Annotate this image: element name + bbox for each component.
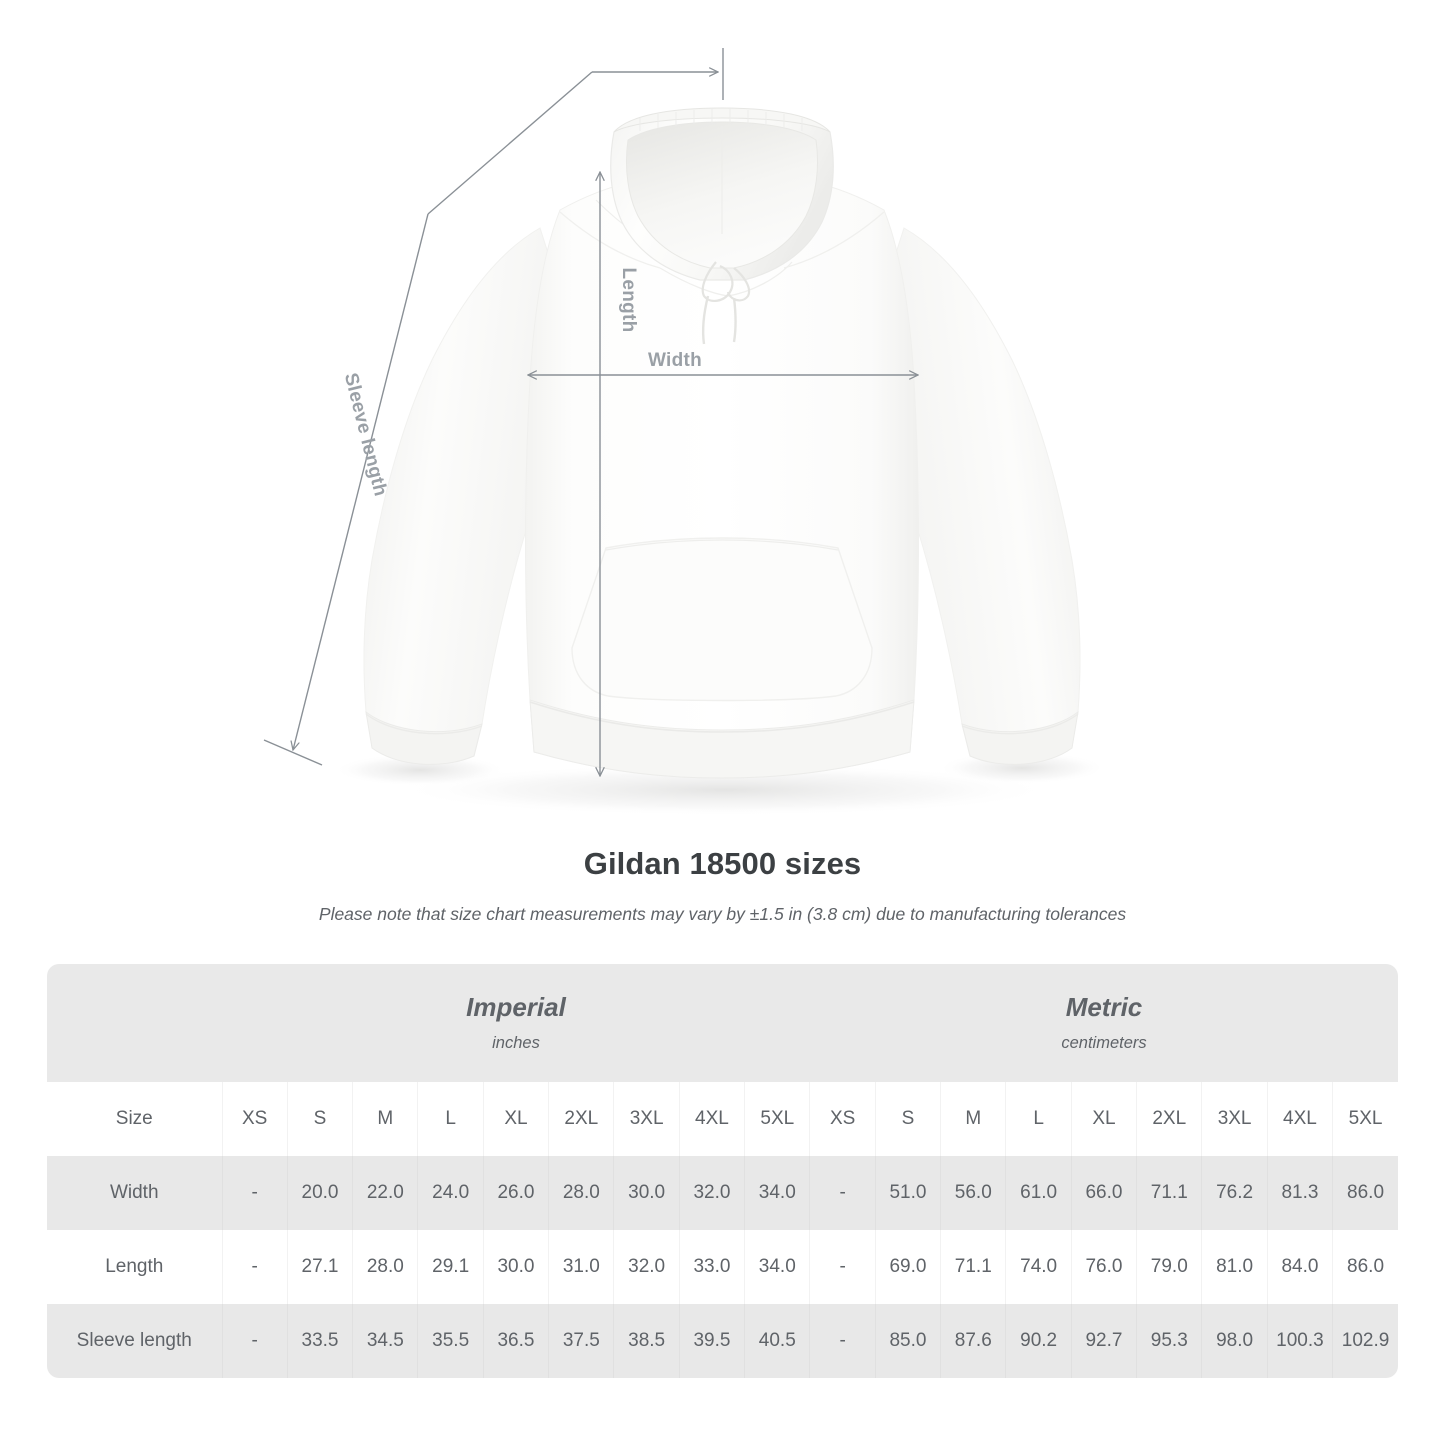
cell-length-imp-xs: - <box>221 1230 288 1304</box>
cell-width-imp-2xl: 28.0 <box>548 1156 614 1230</box>
table-row: Sleeve length - 33.5 34.5 35.5 36.5 37.5… <box>47 1304 1398 1378</box>
unit-banner-row: Imperial inches Metric centimeters <box>47 964 1398 1082</box>
hoodie-illustration: Sleeve length Length Width <box>263 48 1106 816</box>
cell-length-imp-l: 29.1 <box>417 1230 484 1304</box>
header-imp-l: L <box>417 1082 484 1156</box>
header-imp-m: M <box>352 1082 418 1156</box>
header-imp-xl: XL <box>482 1082 549 1156</box>
cell-length-met-3xl: 81.0 <box>1201 1230 1268 1304</box>
row-label-length: Length <box>47 1230 222 1304</box>
cell-length-met-l: 74.0 <box>1005 1230 1072 1304</box>
header-imp-4xl: 4XL <box>678 1082 745 1156</box>
row-label-sleeve-length: Sleeve length <box>47 1304 222 1378</box>
cell-width-imp-xs: - <box>221 1156 288 1230</box>
title-block: Gildan 18500 sizes Please note that size… <box>0 846 1445 925</box>
size-chart-table: Imperial inches Metric centimeters Size … <box>47 964 1398 1378</box>
cell-width-imp-m: 22.0 <box>352 1156 418 1230</box>
cell-sleeve-imp-3xl: 38.5 <box>613 1304 680 1378</box>
unit-imperial-cell: Imperial inches <box>222 964 810 1082</box>
cell-length-imp-4xl: 33.0 <box>678 1230 745 1304</box>
size-table-body: Size XS S M L XL 2XL 3XL 4XL 5XL XS S M … <box>47 1082 1398 1378</box>
header-met-2xl: 2XL <box>1136 1082 1202 1156</box>
header-imp-3xl: 3XL <box>613 1082 680 1156</box>
cell-width-met-m: 56.0 <box>940 1156 1006 1230</box>
header-size-label: Size <box>47 1082 222 1156</box>
cell-width-imp-3xl: 30.0 <box>613 1156 680 1230</box>
unit-banner-spacer <box>47 964 222 1082</box>
header-met-4xl: 4XL <box>1266 1082 1333 1156</box>
cell-length-imp-3xl: 32.0 <box>613 1230 680 1304</box>
cell-width-met-l: 61.0 <box>1005 1156 1072 1230</box>
cell-sleeve-met-l: 90.2 <box>1005 1304 1072 1378</box>
tolerance-note: Please note that size chart measurements… <box>318 904 1127 924</box>
cell-sleeve-imp-4xl: 39.5 <box>678 1304 745 1378</box>
cell-sleeve-imp-s: 33.5 <box>286 1304 353 1378</box>
cell-length-met-s: 69.0 <box>874 1230 941 1304</box>
cell-width-imp-4xl: 32.0 <box>678 1156 745 1230</box>
cell-width-met-2xl: 71.1 <box>1136 1156 1202 1230</box>
unit-imperial-name: Imperial <box>466 992 566 1023</box>
cell-length-imp-s: 27.1 <box>286 1230 353 1304</box>
unit-metric-name: Metric <box>1065 992 1143 1023</box>
cell-sleeve-met-2xl: 95.3 <box>1136 1304 1202 1378</box>
cell-length-met-5xl: 86.0 <box>1332 1230 1398 1304</box>
cell-sleeve-met-m: 87.6 <box>940 1304 1006 1378</box>
cell-length-imp-xl: 30.0 <box>482 1230 549 1304</box>
cell-width-met-4xl: 81.3 <box>1266 1156 1333 1230</box>
table-row: Length - 27.1 28.0 29.1 30.0 31.0 32.0 3… <box>47 1230 1398 1304</box>
cell-width-met-s: 51.0 <box>874 1156 941 1230</box>
header-met-5xl: 5XL <box>1332 1082 1398 1156</box>
size-table-wrap: Imperial inches Metric centimeters Size … <box>47 964 1398 1378</box>
cell-width-met-xl: 66.0 <box>1070 1156 1137 1230</box>
cell-length-imp-5xl: 34.0 <box>744 1230 810 1304</box>
cell-sleeve-imp-5xl: 40.5 <box>744 1304 810 1378</box>
unit-metric-cell: Metric centimeters <box>809 964 1398 1082</box>
cell-length-met-xs: - <box>809 1230 876 1304</box>
unit-imperial-sub: inches <box>492 1033 540 1052</box>
cell-length-met-2xl: 79.0 <box>1136 1230 1202 1304</box>
header-met-m: M <box>940 1082 1006 1156</box>
cell-sleeve-met-xl: 92.7 <box>1070 1304 1137 1378</box>
cell-sleeve-met-3xl: 98.0 <box>1201 1304 1268 1378</box>
unit-banner: Imperial inches Metric centimeters <box>47 964 1398 1082</box>
cell-width-met-3xl: 76.2 <box>1201 1156 1268 1230</box>
hoodie-graphic <box>334 107 1106 816</box>
cell-length-met-4xl: 84.0 <box>1266 1230 1333 1304</box>
cell-length-met-xl: 76.0 <box>1070 1230 1137 1304</box>
header-met-l: L <box>1005 1082 1072 1156</box>
header-met-3xl: 3XL <box>1201 1082 1268 1156</box>
cell-width-imp-5xl: 34.0 <box>744 1156 810 1230</box>
page-title: Gildan 18500 sizes <box>583 846 862 881</box>
header-met-xl: XL <box>1070 1082 1137 1156</box>
cell-length-imp-m: 28.0 <box>352 1230 418 1304</box>
header-imp-5xl: 5XL <box>744 1082 810 1156</box>
cell-sleeve-met-4xl: 100.3 <box>1266 1304 1333 1378</box>
header-imp-xs: XS <box>221 1082 288 1156</box>
cell-sleeve-met-5xl: 102.9 <box>1332 1304 1398 1378</box>
cell-width-imp-xl: 26.0 <box>482 1156 549 1230</box>
cell-width-met-5xl: 86.0 <box>1332 1156 1398 1230</box>
cell-sleeve-imp-l: 35.5 <box>417 1304 484 1378</box>
header-met-xs: XS <box>809 1082 876 1156</box>
unit-metric-sub: centimeters <box>1061 1033 1147 1052</box>
cell-sleeve-imp-2xl: 37.5 <box>548 1304 614 1378</box>
table-header-row: Size XS S M L XL 2XL 3XL 4XL 5XL XS S M … <box>47 1082 1398 1156</box>
header-imp-s: S <box>286 1082 353 1156</box>
cell-sleeve-met-s: 85.0 <box>874 1304 941 1378</box>
cell-width-met-xs: - <box>809 1156 876 1230</box>
cell-sleeve-imp-m: 34.5 <box>352 1304 418 1378</box>
cell-length-met-m: 71.1 <box>940 1230 1006 1304</box>
cell-width-imp-l: 24.0 <box>417 1156 484 1230</box>
header-imp-2xl: 2XL <box>548 1082 614 1156</box>
cell-length-imp-2xl: 31.0 <box>548 1230 614 1304</box>
cell-sleeve-imp-xl: 36.5 <box>482 1304 549 1378</box>
cell-width-imp-s: 20.0 <box>286 1156 353 1230</box>
row-label-width: Width <box>47 1156 222 1230</box>
table-row: Width - 20.0 22.0 24.0 26.0 28.0 30.0 32… <box>47 1156 1398 1230</box>
cell-sleeve-imp-xs: - <box>221 1304 288 1378</box>
cell-sleeve-met-xs: - <box>809 1304 876 1378</box>
header-met-s: S <box>874 1082 941 1156</box>
